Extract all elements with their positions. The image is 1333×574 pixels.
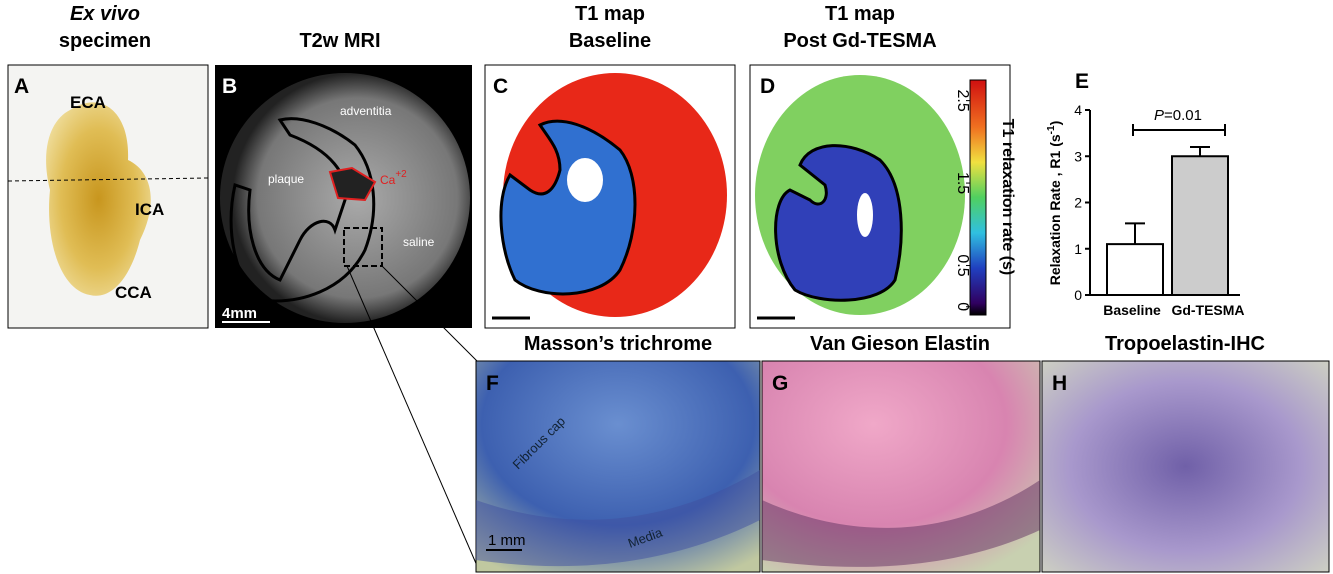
calcium-void <box>567 158 603 202</box>
panel-letter: B <box>222 75 237 98</box>
colorbar-tick-label: 1.5 <box>954 172 971 194</box>
y-tick-label: 3 <box>1074 148 1082 164</box>
ylabel: Relaxation Rate , R1 (s <box>1047 134 1063 285</box>
panel-title: Van Gieson Elastin <box>810 333 990 355</box>
x-tick-label: Baseline <box>1103 302 1161 318</box>
x-tick-label: Gd-TESMA <box>1171 302 1244 318</box>
panel-title: Masson’s trichrome <box>524 333 712 355</box>
y-tick-label: 2 <box>1074 195 1082 211</box>
scale-label: 1 mm <box>488 532 526 549</box>
colorbar-label: T1 relaxation rate (s) <box>999 119 1016 276</box>
colorbar-tick-label: 2.5 <box>954 89 971 111</box>
label: plaque <box>268 172 304 186</box>
label: adventitia <box>340 104 392 118</box>
colorbar-tick-label: 0 <box>954 302 971 311</box>
scale-label: 4mm <box>222 305 257 322</box>
label: CCA <box>115 283 152 302</box>
panel-title: T2w MRI <box>299 30 380 52</box>
y-tick-label: 0 <box>1074 287 1082 303</box>
panel-title: Ex vivo <box>70 3 140 25</box>
panel-letter: H <box>1052 372 1067 395</box>
calcium-charge: +2 <box>395 169 407 180</box>
histology-image <box>1042 361 1329 572</box>
y-axis-label: Relaxation Rate , R1 (s-1) <box>1046 121 1063 286</box>
y-tick-label: 1 <box>1074 241 1082 257</box>
panel-title: T1 map <box>825 3 895 25</box>
p-symbol: P <box>1154 107 1164 124</box>
panel-letter: D <box>760 75 775 98</box>
bar <box>1172 156 1228 295</box>
colorbar <box>970 80 986 315</box>
panel-letter: E <box>1075 70 1089 93</box>
p-value: P=0.01 <box>1154 107 1202 124</box>
label: ECA <box>70 93 106 112</box>
panel-letter: A <box>14 75 29 98</box>
colorbar-tick-label: 0.5 <box>954 254 971 276</box>
panel-title: Baseline <box>569 30 651 52</box>
y-tick-label: 4 <box>1074 102 1082 118</box>
calcium: Ca <box>380 173 396 187</box>
panel-title: Tropoelastin-IHC <box>1105 333 1265 355</box>
figure: Ex vivo specimen A ECA ICA CCA T2w MRI B… <box>0 0 1333 574</box>
ylabel: ) <box>1047 121 1063 126</box>
p-text: =0.01 <box>1164 107 1202 124</box>
bar-chart: 0 1 2 3 4 Baseline Gd-TESMA <box>1074 102 1244 318</box>
label: saline <box>403 235 435 249</box>
panel-letter: C <box>493 75 508 98</box>
label: ICA <box>135 200 164 219</box>
panel-title: Post Gd-TESMA <box>783 30 936 52</box>
panel-letter: F <box>486 372 499 395</box>
panel-letter: G <box>772 372 788 395</box>
calcium-void <box>857 193 873 237</box>
panel-title: specimen <box>59 30 151 52</box>
bar <box>1107 244 1163 295</box>
panel-title: T1 map <box>575 3 645 25</box>
